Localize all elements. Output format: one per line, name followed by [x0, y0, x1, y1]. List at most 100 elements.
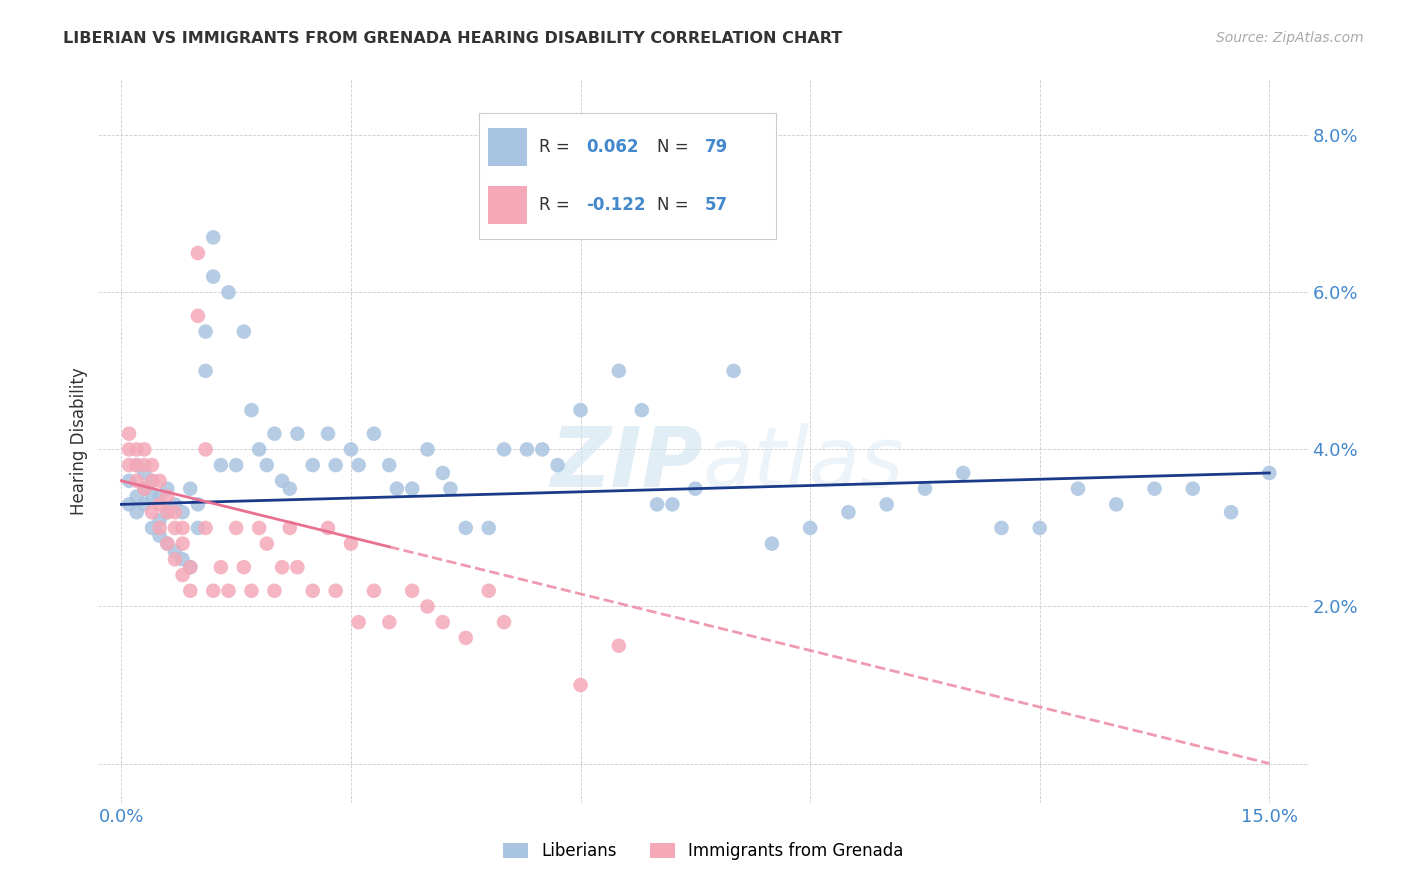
Point: [209, 560, 232, 574]
Point: [547, 458, 569, 472]
Point: [172, 568, 194, 582]
Point: [1067, 482, 1090, 496]
Point: [247, 442, 270, 457]
Point: [247, 521, 270, 535]
Point: [149, 490, 172, 504]
Point: [278, 521, 301, 535]
Point: [118, 474, 141, 488]
Point: [163, 521, 186, 535]
Point: [149, 497, 172, 511]
Point: [256, 458, 278, 472]
Point: [630, 403, 652, 417]
Point: [172, 536, 194, 550]
Text: LIBERIAN VS IMMIGRANTS FROM GRENADA HEARING DISABILITY CORRELATION CHART: LIBERIAN VS IMMIGRANTS FROM GRENADA HEAR…: [63, 31, 842, 46]
Point: [837, 505, 859, 519]
Point: [179, 560, 201, 574]
Point: [125, 458, 148, 472]
Legend: Liberians, Immigrants from Grenada: Liberians, Immigrants from Grenada: [496, 836, 910, 867]
Point: [194, 364, 217, 378]
Point: [990, 521, 1012, 535]
Point: [218, 583, 240, 598]
Point: [432, 615, 454, 630]
Point: [134, 497, 156, 511]
Point: [454, 631, 477, 645]
Point: [263, 426, 285, 441]
Point: [439, 482, 461, 496]
Point: [492, 442, 515, 457]
Point: [134, 442, 156, 457]
Point: [179, 560, 201, 574]
Point: [607, 364, 630, 378]
Point: [1105, 497, 1128, 511]
Point: [363, 583, 385, 598]
Point: [134, 466, 156, 480]
Point: [301, 583, 323, 598]
Point: [401, 482, 423, 496]
Point: [340, 536, 363, 550]
Point: [385, 482, 408, 496]
Point: [347, 615, 370, 630]
Text: atlas: atlas: [703, 423, 904, 504]
Point: [378, 458, 401, 472]
Point: [194, 442, 217, 457]
Point: [645, 497, 668, 511]
Point: [232, 325, 254, 339]
Point: [225, 458, 247, 472]
Point: [240, 583, 263, 598]
Point: [363, 426, 385, 441]
Point: [516, 442, 538, 457]
Point: [1028, 521, 1050, 535]
Point: [187, 497, 209, 511]
Point: [401, 583, 423, 598]
Point: [218, 285, 240, 300]
Point: [256, 536, 278, 550]
Point: [607, 639, 630, 653]
Point: [952, 466, 974, 480]
Point: [914, 482, 936, 496]
Point: [118, 458, 141, 472]
Point: [432, 466, 454, 480]
Point: [723, 364, 745, 378]
Point: [141, 505, 163, 519]
Point: [232, 560, 254, 574]
Point: [287, 426, 309, 441]
Point: [125, 505, 148, 519]
Point: [134, 458, 156, 472]
Text: ZIP: ZIP: [550, 423, 703, 504]
Point: [172, 521, 194, 535]
Point: [179, 583, 201, 598]
Point: [316, 426, 339, 441]
Point: [876, 497, 898, 511]
Point: [149, 474, 172, 488]
Point: [141, 474, 163, 488]
Point: [271, 474, 294, 488]
Point: [118, 426, 141, 441]
Point: [202, 269, 225, 284]
Point: [209, 458, 232, 472]
Point: [478, 583, 501, 598]
Point: [125, 490, 148, 504]
Point: [156, 505, 179, 519]
Point: [347, 458, 370, 472]
Point: [1181, 482, 1204, 496]
Point: [492, 615, 515, 630]
Point: [240, 403, 263, 417]
Point: [287, 560, 309, 574]
Point: [661, 497, 683, 511]
Point: [1143, 482, 1166, 496]
Point: [149, 529, 172, 543]
Point: [416, 442, 439, 457]
Point: [163, 552, 186, 566]
Point: [125, 474, 148, 488]
Point: [179, 482, 201, 496]
Point: [141, 490, 163, 504]
Point: [378, 615, 401, 630]
Point: [271, 560, 294, 574]
Y-axis label: Hearing Disability: Hearing Disability: [70, 368, 89, 516]
Point: [156, 505, 179, 519]
Point: [685, 482, 707, 496]
Point: [325, 458, 347, 472]
Point: [141, 458, 163, 472]
Point: [149, 513, 172, 527]
Point: [118, 497, 141, 511]
